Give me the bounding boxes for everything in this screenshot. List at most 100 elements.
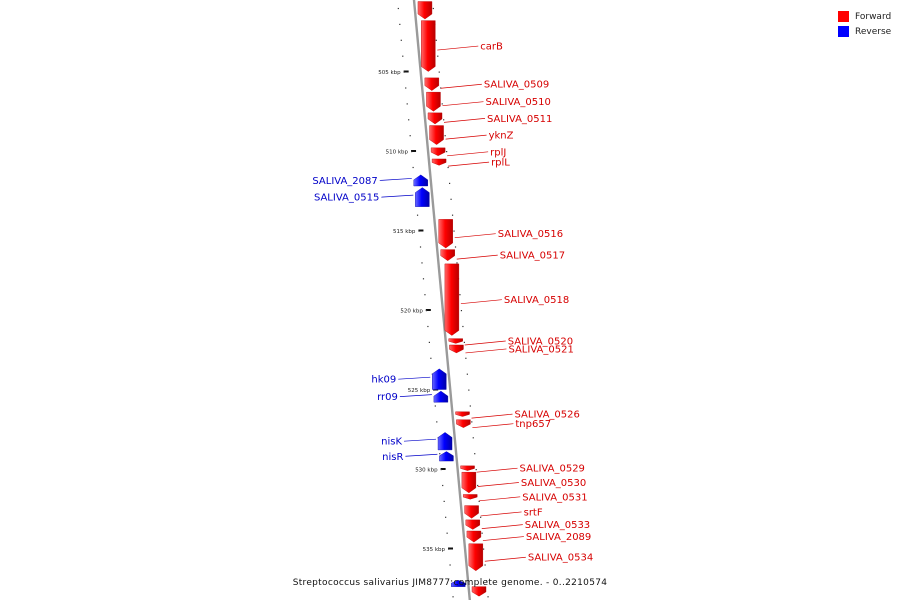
minor-tick-right: [477, 484, 479, 487]
minor-tick-right: [453, 230, 455, 232]
minor-tick-right: [472, 437, 474, 439]
forward-gene-unlabeled: [417, 1, 433, 20]
gene-label-leader: [465, 348, 507, 354]
minor-tick-right: [485, 580, 488, 582]
minor-tick-left: [421, 262, 423, 264]
axis-tick-label: 505 kbp: [378, 70, 401, 76]
minor-tick-right: [454, 246, 457, 248]
minor-tick-right: [483, 548, 485, 550]
gene-label-saliva_0531: SALIVA_0531: [522, 492, 587, 503]
reverse-gene-unlabeled: [451, 580, 466, 587]
minor-tick-right: [487, 596, 489, 598]
gene-label-saliva_2087: SALIVA_2087: [312, 176, 377, 187]
legend-item-forward: Forward: [838, 9, 891, 24]
minor-tick-right: [456, 262, 458, 264]
minor-tick-right: [450, 198, 452, 200]
minor-tick-left: [443, 500, 445, 502]
gene-label-saliva_0534: SALIVA_0534: [528, 553, 593, 564]
minor-tick-left: [419, 246, 422, 248]
minor-tick-left: [422, 278, 425, 280]
minor-tick-left: [450, 580, 453, 582]
gene-label-leader: [456, 254, 498, 260]
minor-tick-right: [465, 357, 467, 359]
minor-tick-left: [428, 341, 430, 343]
minor-tick-left: [434, 405, 436, 407]
gene-label-carb: carB: [480, 42, 503, 53]
minor-tick-right: [447, 166, 449, 169]
forward-gene-saliva_0509: [424, 77, 440, 91]
forward-gene-saliva_0529: [460, 465, 475, 471]
forward-gene-srtf: [464, 505, 479, 519]
gene-label-leader: [381, 194, 414, 198]
minor-tick-left: [411, 151, 413, 153]
gene-label-leader: [476, 467, 518, 473]
minor-tick-right: [469, 405, 471, 407]
minor-tick-left: [409, 135, 411, 137]
gene-label-saliva_0526: SALIVA_0526: [515, 410, 580, 421]
minor-tick-left: [402, 55, 404, 57]
gene-label-nisr: nisR: [382, 452, 403, 463]
forward-gene-saliva_0521: [449, 344, 464, 354]
gene-label-leader: [437, 45, 479, 51]
reverse-gene-nisr: [439, 451, 454, 462]
forward-gene-saliva_0516: [438, 219, 453, 249]
reverse-gene-hk09: [432, 368, 447, 390]
axis-tick-label: 525 kbp: [408, 388, 431, 394]
gene-label-leader: [480, 511, 522, 517]
forward-gene-saliva_0520: [448, 338, 463, 344]
gene-label-leader: [471, 413, 513, 419]
minor-tick-left: [430, 357, 432, 359]
gene-label-leader: [399, 394, 432, 398]
axis-tick-mark: [418, 229, 424, 232]
legend-reverse-label: Reverse: [855, 26, 892, 37]
minor-tick-right: [441, 103, 443, 105]
gene-label-leader: [442, 101, 484, 107]
forward-swatch: [838, 11, 849, 22]
minor-tick-left: [405, 87, 407, 89]
minor-tick-left: [400, 39, 402, 41]
gene-label-yknz: yknZ: [489, 131, 514, 142]
minor-tick-left: [399, 23, 401, 25]
reverse-gene-saliva_0515: [415, 187, 430, 207]
gene-label-leader: [440, 83, 482, 89]
forward-gene-saliva_0534: [468, 543, 484, 572]
gene-label-saliva_0511: SALIVA_0511: [487, 114, 552, 125]
reverse-gene-nisk: [437, 432, 453, 451]
axis-tick-label: 530 kbp: [415, 468, 438, 474]
forward-gene-yknz: [429, 125, 444, 145]
minor-tick-right: [449, 182, 451, 184]
gene-label-tnp657: tnp657: [515, 419, 551, 430]
forward-gene-tnp657: [456, 419, 471, 428]
reverse-gene-rr09: [433, 390, 449, 403]
gene-label-leader: [445, 134, 487, 140]
forward-gene-saliva_0530: [461, 471, 477, 494]
gene-label-saliva_2089: SALIVA_2089: [526, 532, 591, 543]
minor-tick-left: [412, 166, 414, 169]
forward-gene-saliva_0518: [444, 263, 460, 336]
minor-tick-left: [416, 214, 419, 216]
minor-tick-left: [427, 325, 429, 328]
axis-tick-mark: [440, 468, 446, 470]
reverse-gene-saliva_2087: [413, 174, 428, 187]
minor-tick-left: [442, 484, 444, 487]
forward-gene-saliva_0526: [455, 411, 470, 417]
gene-label-leader: [479, 496, 521, 502]
gene-label-leader: [405, 453, 438, 457]
minor-tick-left: [446, 532, 448, 534]
gene-label-saliva_0530: SALIVA_0530: [521, 478, 586, 489]
axis-tick-mark: [411, 150, 417, 152]
minor-tick-right: [478, 500, 480, 502]
axis-tick-mark: [425, 309, 431, 311]
minor-tick-left: [418, 230, 420, 232]
minor-tick-right: [468, 389, 470, 391]
axis-tick-label: 515 kbp: [393, 229, 416, 235]
minor-tick-left: [445, 516, 447, 518]
minor-tick-left: [403, 71, 405, 73]
gene-label-saliva_0533: SALIVA_0533: [525, 520, 590, 531]
legend-item-reverse: Reverse: [838, 24, 891, 39]
minor-tick-right: [471, 421, 473, 423]
minor-tick-right: [438, 71, 440, 73]
gene-label-leader: [454, 233, 496, 239]
axis-tick-label: 520 kbp: [400, 309, 423, 315]
